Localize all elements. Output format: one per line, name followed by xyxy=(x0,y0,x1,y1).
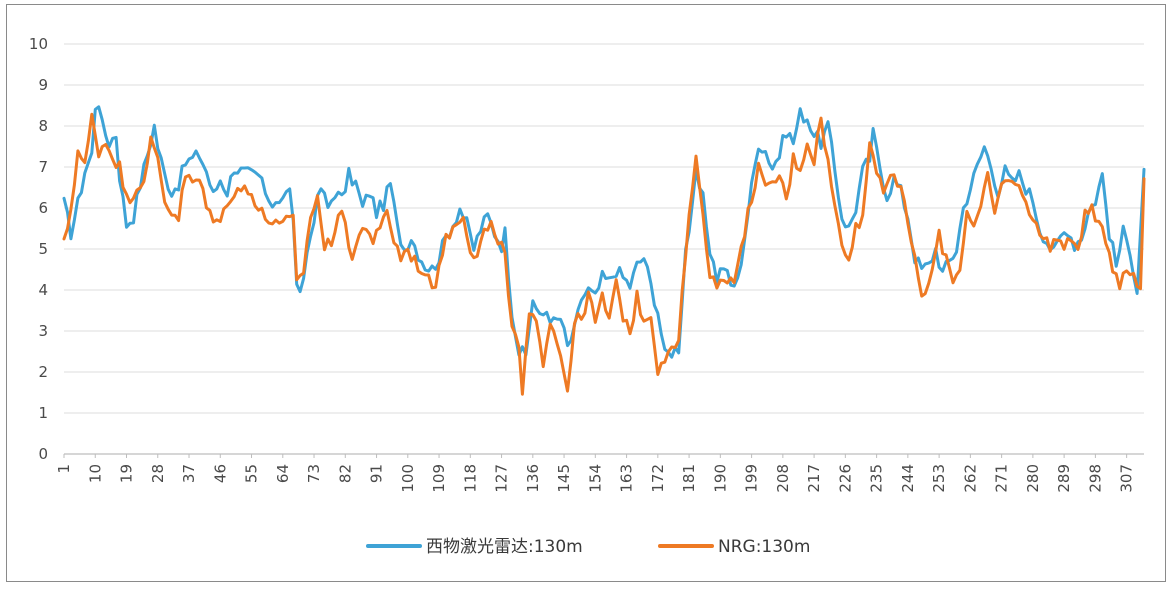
x-tick-label: 280 xyxy=(1024,464,1042,493)
x-tick-label: 10 xyxy=(86,464,104,483)
legend-label-2: NRG:130m xyxy=(718,537,810,557)
x-tick-label: 208 xyxy=(774,464,792,493)
x-tick-label: 226 xyxy=(836,464,854,493)
y-tick-label: 9 xyxy=(38,76,48,94)
series-lines xyxy=(62,105,1146,396)
x-tick-label: 244 xyxy=(899,464,917,493)
x-tick-label: 298 xyxy=(1086,464,1104,493)
y-axis-tick-labels: 0 1 2 3 4 5 6 7 8 9 10 xyxy=(29,35,48,463)
x-tick-label: 145 xyxy=(555,464,573,493)
x-tick-label: 1 xyxy=(55,464,73,474)
legend-label-1: 西物激光雷达:130m xyxy=(426,537,583,557)
x-tick-label: 46 xyxy=(211,464,229,483)
x-tick-label: 199 xyxy=(743,464,761,493)
x-tick-label: 55 xyxy=(243,464,261,483)
x-tick-label: 307 xyxy=(1118,464,1136,493)
y-tick-label: 10 xyxy=(29,35,48,53)
x-tick-label: 91 xyxy=(368,464,386,483)
x-tick-label: 109 xyxy=(430,464,448,493)
y-tick-label: 4 xyxy=(38,281,48,299)
x-axis-tick-labels: 1 10 19 28 37 46 55 64 73 82 91 100 109 118 127 136 145 1… xyxy=(55,454,1136,493)
y-tick-label: 0 xyxy=(38,445,48,463)
series-line-1 xyxy=(62,105,1146,359)
x-tick-label: 172 xyxy=(649,464,667,493)
y-tick-label: 2 xyxy=(38,363,48,381)
x-tick-label: 19 xyxy=(118,464,136,483)
x-tick-label: 136 xyxy=(524,464,542,493)
x-tick-label: 154 xyxy=(586,464,604,493)
y-tick-label: 7 xyxy=(38,158,48,176)
x-tick-label: 217 xyxy=(805,464,823,493)
y-tick-label: 8 xyxy=(38,117,48,135)
series-line-2 xyxy=(62,112,1146,396)
x-tick-label: 190 xyxy=(711,464,729,493)
x-tick-label: 118 xyxy=(461,464,479,493)
x-tick-label: 289 xyxy=(1055,464,1073,493)
x-tick-label: 235 xyxy=(868,464,886,493)
x-tick-label: 253 xyxy=(930,464,948,493)
x-tick-label: 271 xyxy=(993,464,1011,493)
x-tick-label: 37 xyxy=(180,464,198,483)
x-tick-label: 28 xyxy=(149,464,167,483)
x-tick-label: 163 xyxy=(618,464,636,493)
grid-lines xyxy=(64,43,1144,414)
y-tick-label: 5 xyxy=(38,240,48,258)
x-tick-label: 64 xyxy=(274,464,292,483)
x-tick-label: 82 xyxy=(336,464,354,483)
y-tick-label: 6 xyxy=(38,199,48,217)
y-tick-label: 3 xyxy=(38,322,48,340)
x-tick-label: 181 xyxy=(680,464,698,493)
x-tick-label: 73 xyxy=(305,464,323,483)
y-tick-label: 1 xyxy=(38,404,48,422)
x-tick-label: 127 xyxy=(493,464,511,493)
x-tick-label: 262 xyxy=(961,464,979,493)
x-tick-label: 100 xyxy=(399,464,417,493)
legend: 西物激光雷达:130m NRG:130m xyxy=(366,537,810,557)
